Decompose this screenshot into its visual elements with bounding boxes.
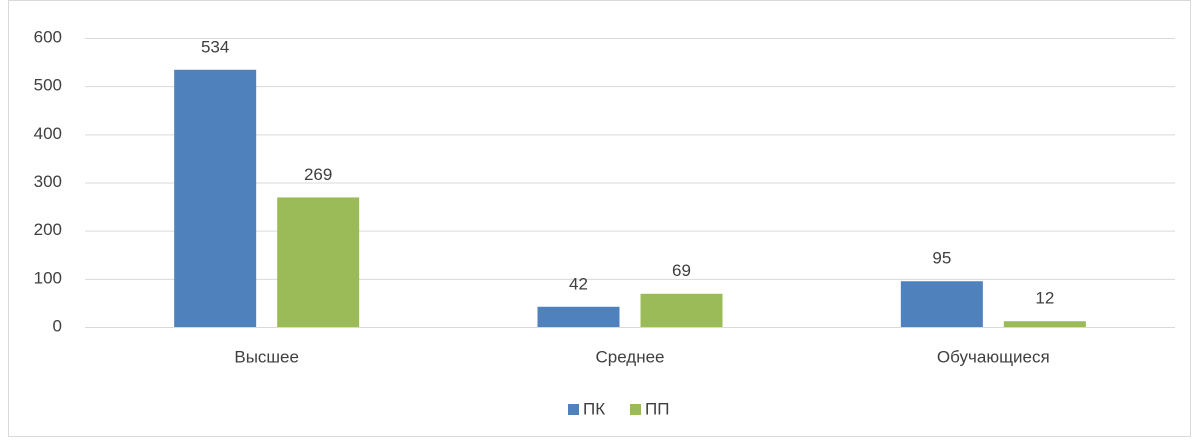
x-tick-label: Среднее [595, 347, 664, 366]
y-tick-label: 200 [34, 220, 62, 239]
y-tick-label: 300 [34, 172, 62, 191]
x-tick-label: Обучающиеся [937, 347, 1050, 366]
bar [1003, 321, 1086, 327]
legend-swatch [568, 404, 579, 415]
data-label: 69 [672, 261, 691, 280]
x-tick-label: Высшее [234, 347, 299, 366]
legend-label: ПП [645, 399, 669, 418]
y-tick-label: 400 [34, 124, 62, 143]
bar [537, 306, 620, 327]
y-tick-label: 600 [34, 27, 62, 46]
data-label: 12 [1035, 289, 1054, 308]
bar [640, 293, 723, 327]
data-label: 534 [201, 37, 229, 56]
bar [174, 69, 257, 327]
y-tick-label: 500 [34, 76, 62, 95]
bar [277, 197, 360, 327]
legend-swatch [630, 404, 641, 415]
bar [900, 281, 983, 327]
data-label: 95 [932, 249, 951, 268]
data-label: 269 [304, 165, 332, 184]
y-tick-label: 0 [53, 316, 62, 335]
legend-label: ПК [583, 399, 605, 418]
data-label: 42 [569, 274, 588, 293]
y-tick-label: 100 [34, 268, 62, 287]
